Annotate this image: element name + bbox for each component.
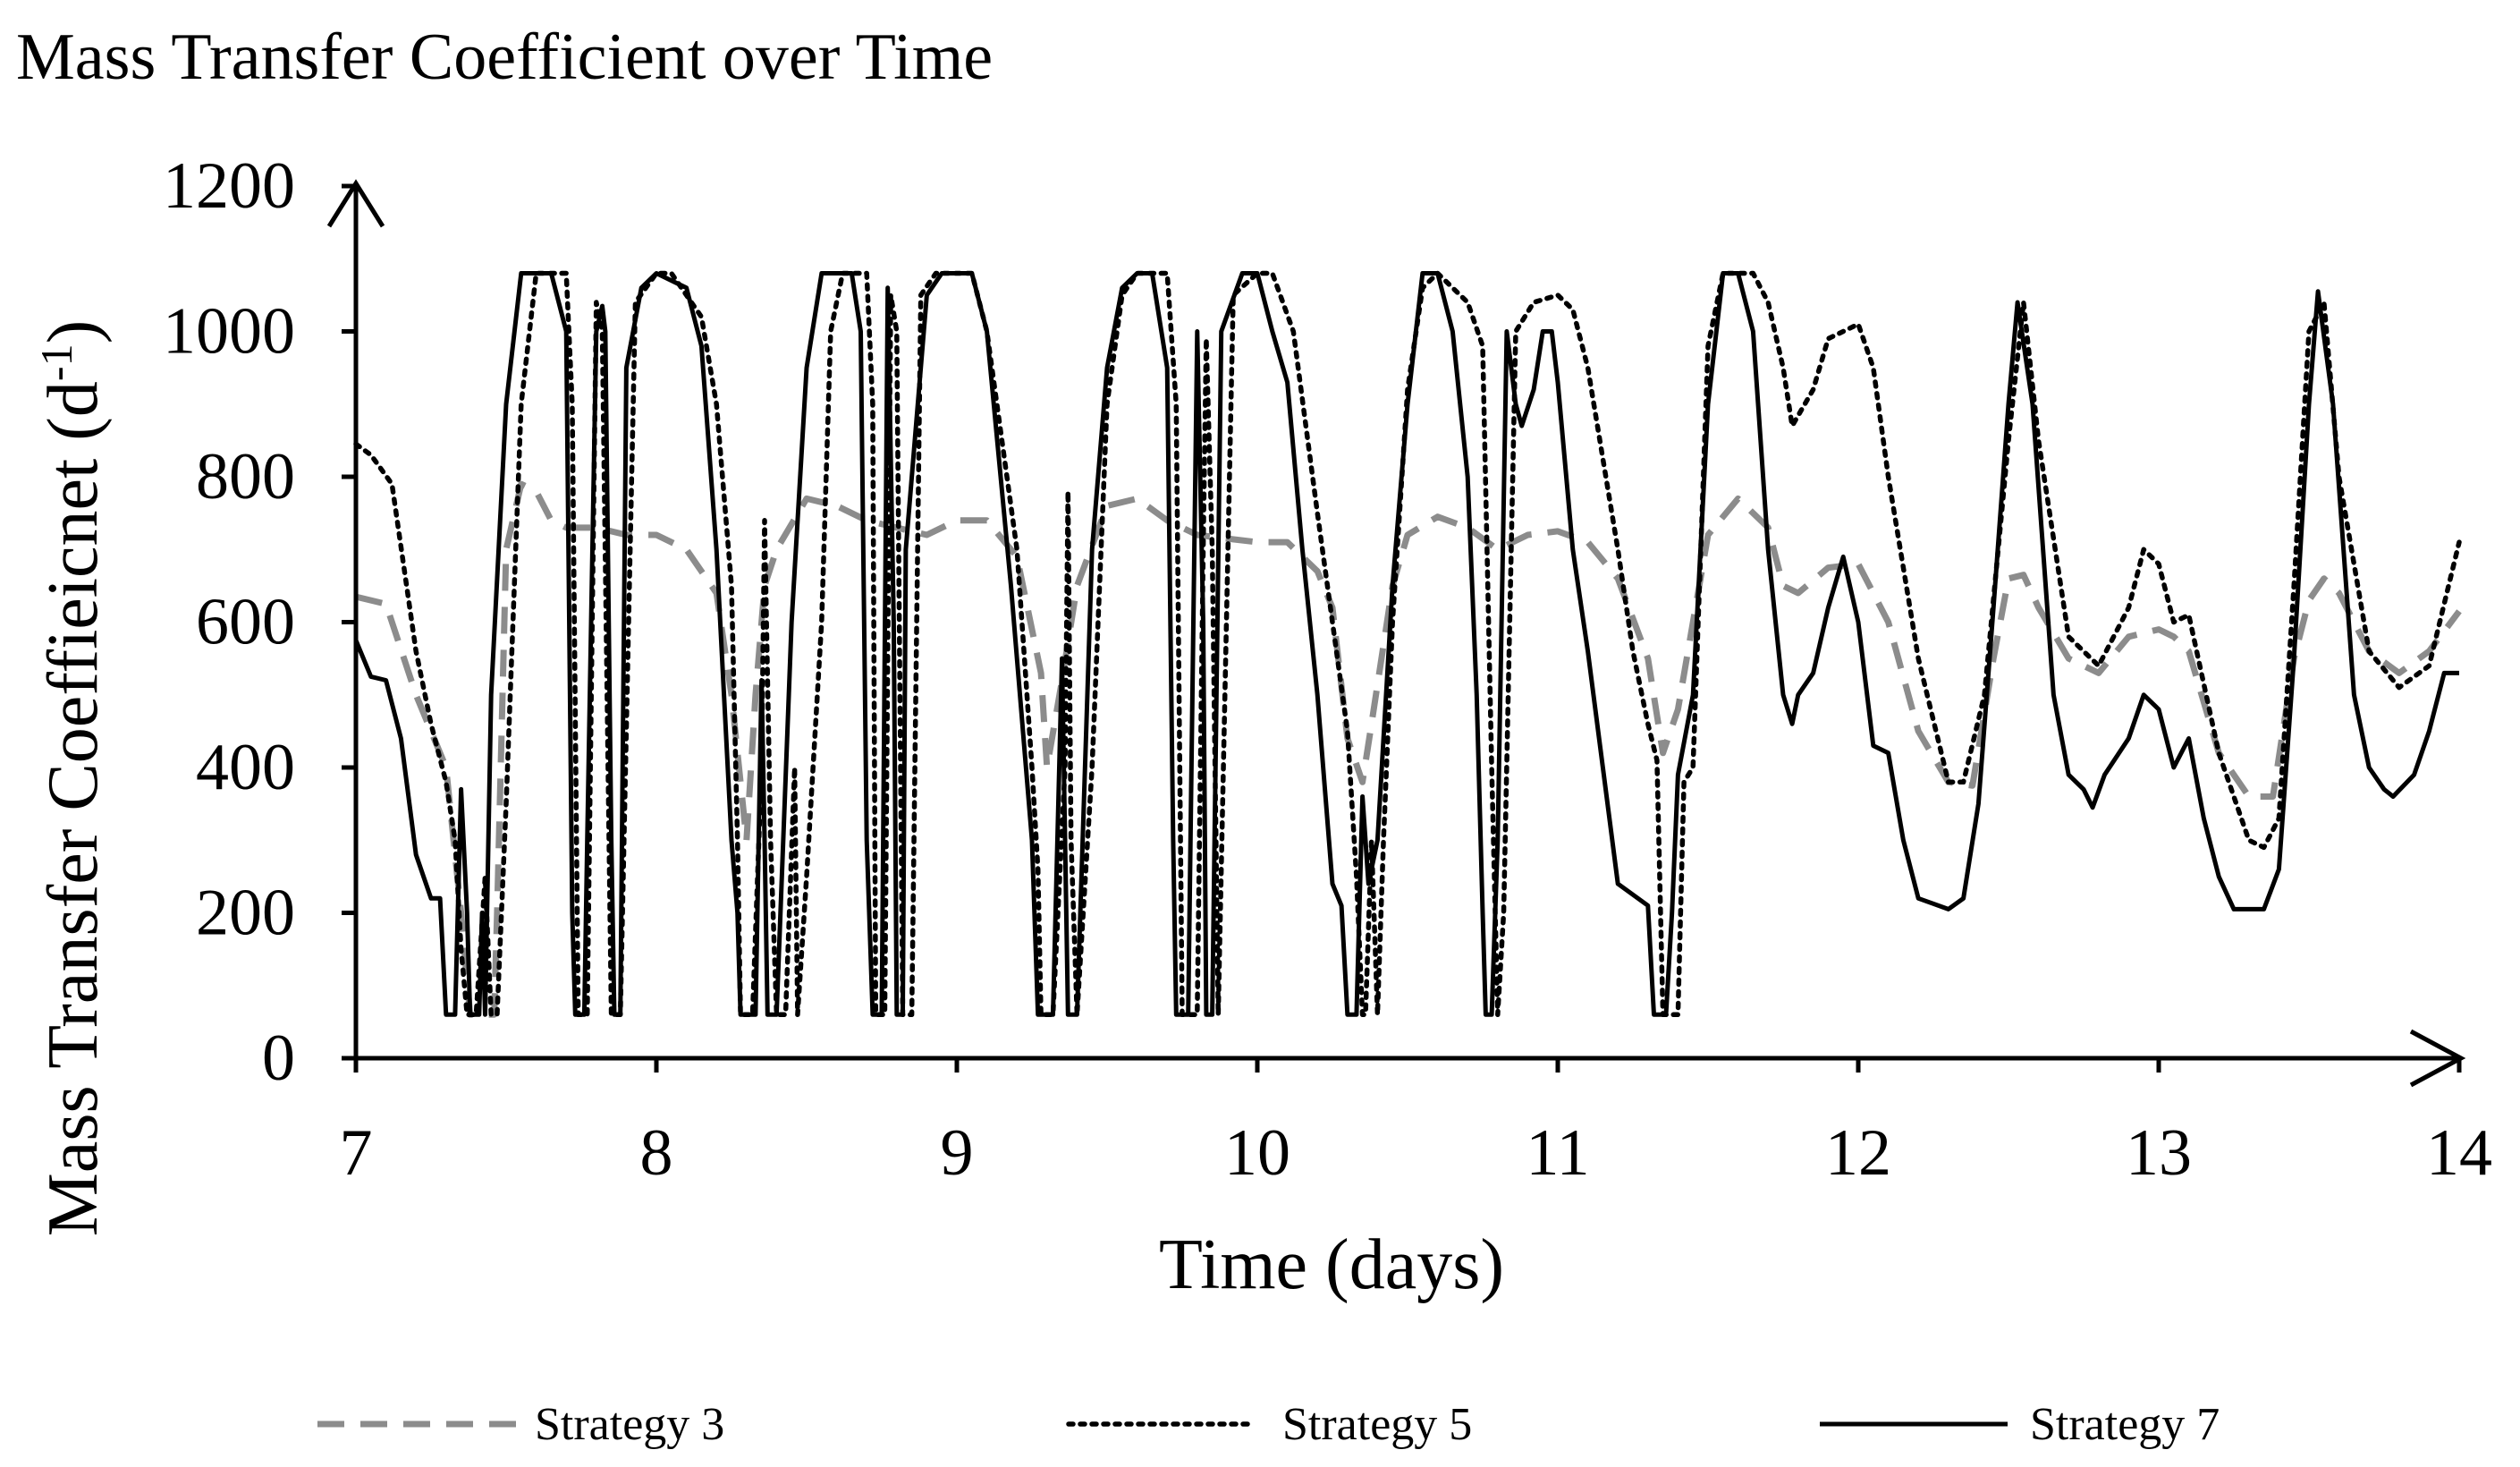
y-tick-label: 600 — [196, 586, 295, 659]
y-tick-label: 1000 — [163, 295, 295, 369]
x-tick-label: 12 — [1825, 1116, 1891, 1190]
series-line-strategy-7 — [353, 271, 2459, 1017]
x-tick-label: 9 — [941, 1116, 974, 1190]
legend: Strategy 3 Strategy 5 Strategy 7 — [317, 1399, 2220, 1450]
axes — [326, 179, 2466, 1088]
y-ticks: 0 200 400 600 800 1000 1200 — [163, 149, 356, 1095]
x-ticks: 7 8 9 10 11 12 13 14 — [340, 1058, 2492, 1190]
y-axis-arrow-icon — [326, 179, 385, 228]
x-axis-label: Time (days) — [1159, 1225, 1504, 1304]
y-axis-label-main: Mass Transfer Coeffieicnet (d — [34, 381, 113, 1236]
legend-label: Strategy 7 — [2030, 1399, 2220, 1450]
x-tick-label: 13 — [2126, 1116, 2192, 1190]
y-axis-label: Mass Transfer Coeffieicnet (d-1) — [31, 320, 113, 1236]
legend-label: Strategy 3 — [535, 1399, 724, 1450]
y-axis-label-sup: -1 — [31, 343, 81, 381]
x-tick-label: 10 — [1224, 1116, 1290, 1190]
legend-label: Strategy 5 — [1282, 1399, 1472, 1450]
x-tick-label: 8 — [640, 1116, 673, 1190]
y-tick-label: 0 — [262, 1022, 295, 1095]
x-tick-label: 7 — [340, 1116, 373, 1190]
y-tick-label: 400 — [196, 731, 295, 804]
chart-title: Mass Transfer Coefficient over Time — [16, 21, 993, 94]
x-tick-label: 14 — [2426, 1116, 2492, 1190]
plot-area — [353, 270, 2462, 1018]
y-axis-label-close: ) — [34, 320, 113, 344]
y-tick-label: 800 — [196, 440, 295, 513]
y-tick-label: 1200 — [163, 149, 295, 223]
series-line-strategy-3 — [355, 480, 2462, 1018]
series-line-strategy-5 — [353, 270, 2462, 1018]
x-tick-label: 11 — [1526, 1116, 1589, 1190]
y-tick-label: 200 — [196, 877, 295, 950]
